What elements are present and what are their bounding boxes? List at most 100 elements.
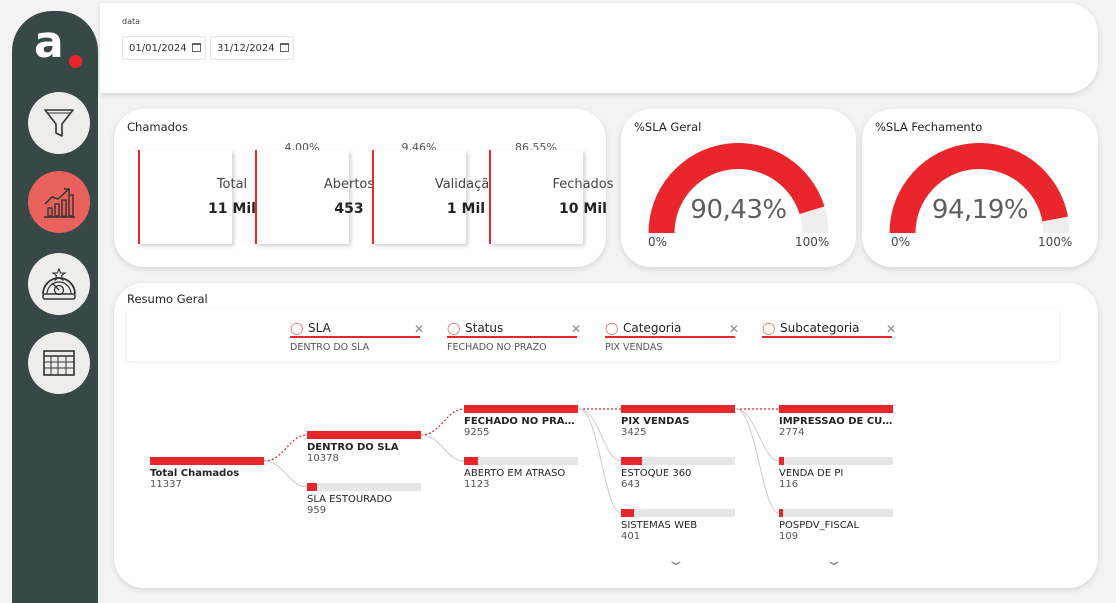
lightbulb-icon: ◯	[447, 321, 461, 335]
node-label: POSPDV_FISCAL	[779, 520, 860, 531]
level-sla[interactable]: ◯ SLA ✕ DENTRO DO SLA	[290, 321, 424, 353]
date-filter-card: data 01/01/2024 31/12/2024	[100, 3, 1098, 93]
sla-geral-title: %SLA Geral	[634, 120, 702, 134]
node-value: 116	[779, 479, 799, 490]
node-value: 401	[621, 531, 641, 542]
sla-geral-max: 100%	[795, 235, 830, 249]
lightbulb-icon: ◯	[605, 321, 619, 335]
sla-fechamento-title: %SLA Fechamento	[875, 120, 983, 134]
node-bar-fill	[150, 457, 264, 465]
node-bar-fill	[779, 509, 784, 517]
brand-logo: a	[34, 21, 84, 77]
nav-dashboard-button[interactable]	[28, 171, 90, 233]
tree-node[interactable]: VENDA DE PI 116	[779, 457, 893, 490]
kpi-card-fechados: Fechados 10 Mil	[489, 150, 614, 244]
chamados-card: Chamados 4,00% 9,46% 86,55% Total 11 Mil…	[114, 109, 614, 267]
node-bar	[307, 483, 421, 491]
decomposition-levels-bar: ◯ SLA ✕ DENTRO DO SLA ◯ Status ✕ FECHADO…	[127, 310, 1059, 361]
node-bar	[307, 431, 421, 439]
start-date-input[interactable]: 01/01/2024	[122, 36, 206, 60]
node-value: 3425	[621, 427, 647, 438]
node-label: PIX VENDAS	[621, 416, 690, 427]
node-label: ESTOQUE 360	[621, 468, 692, 479]
kpi-value: 1 Mil	[446, 201, 486, 217]
node-value: 109	[779, 531, 799, 542]
kpi-card-total: Total 11 Mil	[138, 150, 256, 244]
nav-filter-button[interactable]	[28, 92, 90, 154]
tree-node[interactable]: PIX VENDAS 3425	[621, 405, 735, 438]
tree-node[interactable]: FECHADO NO PRAZO 9255	[464, 405, 578, 438]
tree-node[interactable]: SLA ESTOURADO 959	[307, 483, 421, 516]
node-bar	[621, 405, 735, 413]
level-subcategoria[interactable]: ◯ Subcategoria ✕	[762, 321, 896, 342]
sidebar: a	[12, 11, 98, 603]
tree-node[interactable]: SISTEMAS WEB 401	[621, 509, 735, 542]
remove-level-icon[interactable]: ✕	[413, 322, 424, 336]
chevron-down-icon[interactable]: ⌄	[824, 553, 844, 569]
level-name: Status	[447, 321, 577, 338]
node-value: 643	[621, 479, 641, 490]
remove-level-icon[interactable]: ✕	[728, 322, 739, 336]
chevron-down-icon[interactable]: ⌄	[666, 553, 686, 569]
node-bar	[150, 457, 264, 465]
node-bar	[464, 457, 578, 465]
brand-logo-dot	[69, 55, 82, 68]
sla-geral-gauge	[648, 143, 829, 233]
calendar-icon[interactable]	[192, 43, 201, 52]
kpi-label: Validação	[434, 177, 498, 192]
lightbulb-icon: ◯	[290, 321, 304, 335]
node-bar-fill	[307, 431, 421, 439]
tree-node[interactable]: POSPDV_FISCAL 109	[779, 509, 893, 542]
node-bar-fill	[621, 509, 635, 517]
remove-level-icon[interactable]: ✕	[570, 322, 581, 336]
node-value: 959	[307, 505, 327, 516]
node-bar	[464, 405, 578, 413]
level-value: DENTRO DO SLA	[290, 342, 370, 353]
resumo-title: Resumo Geral	[127, 292, 208, 306]
level-name: Subcategoria	[762, 321, 892, 338]
node-label: ABERTO EM ATRASO	[464, 468, 566, 479]
start-date-value: 01/01/2024	[129, 43, 187, 54]
lightbulb-icon: ◯	[762, 321, 776, 335]
remove-level-icon[interactable]: ✕	[885, 322, 896, 336]
chamados-title: Chamados	[127, 120, 188, 134]
node-value: 10378	[307, 453, 339, 464]
kpi-value: 11 Mil	[208, 201, 256, 217]
node-bar	[621, 509, 735, 517]
kpi-label: Fechados	[552, 177, 614, 192]
tree-node[interactable]: IMPRESSÃO DE CUP... 2774	[779, 405, 893, 438]
sla-fechamento-gauge	[889, 142, 1070, 233]
kpi-label: Total	[216, 177, 248, 192]
resumo-geral-card: Resumo Geral ◯ SLA ✕ DENTRO DO SLA ◯ Sta…	[114, 283, 1098, 588]
node-value: 9255	[464, 427, 490, 438]
kpi-value: 453	[334, 201, 364, 217]
sla-geral-card: %SLA Geral 90,43% 0% 100%	[621, 109, 856, 267]
level-categoria[interactable]: ◯ Categoria ✕ PIX VENDAS	[605, 321, 739, 353]
brand-logo-letter: a	[34, 17, 64, 68]
tree-node-root[interactable]: Total Chamados 11337	[150, 457, 264, 490]
tree-node[interactable]: ABERTO EM ATRASO 1123	[464, 457, 578, 490]
kpi-label: Abertos	[323, 177, 375, 192]
tree-node[interactable]: DENTRO DO SLA 10378	[307, 431, 421, 464]
node-label: Total Chamados	[150, 468, 240, 479]
level-status[interactable]: ◯ Status ✕ FECHADO NO PRAZO	[447, 321, 581, 353]
level-value: PIX VENDAS	[605, 342, 663, 353]
calendar-icon[interactable]	[280, 43, 289, 52]
node-label: SLA ESTOURADO	[307, 494, 393, 505]
sla-fechamento-card: %SLA Fechamento 94,19% 0% 100%	[862, 109, 1098, 267]
sla-fechamento-value: 94,19%	[931, 195, 1029, 225]
date-filter-label: data	[122, 17, 141, 26]
node-bar	[621, 457, 735, 465]
gauge-icon	[42, 267, 76, 300]
node-value: 2774	[779, 427, 805, 438]
nav-gauge-button[interactable]	[28, 253, 90, 315]
nav-table-button[interactable]	[28, 332, 90, 394]
chart-growth-icon	[44, 188, 75, 218]
tree-node[interactable]: ESTOQUE 360 643	[621, 457, 735, 490]
end-date-input[interactable]: 31/12/2024	[210, 36, 294, 60]
sla-fechamento-min: 0%	[891, 235, 911, 249]
node-value: 11337	[150, 479, 182, 490]
end-date-value: 31/12/2024	[217, 43, 275, 54]
node-bar	[779, 457, 893, 465]
node-bar-fill	[779, 405, 893, 413]
